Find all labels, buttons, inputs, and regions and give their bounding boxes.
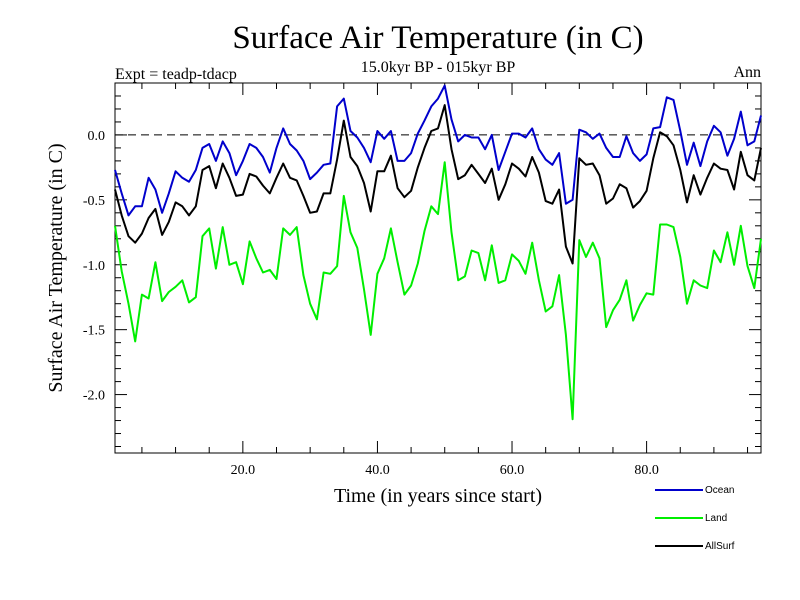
- season-label: Ann: [733, 64, 761, 81]
- series-layer: [114, 84, 762, 421]
- y-tick-label: -1.0: [83, 259, 105, 274]
- chart-title: Surface Air Temperature (in C): [232, 20, 643, 56]
- chart-subtitle: 15.0kyr BP - 015kyr BP: [361, 59, 516, 76]
- series-line-allsurf: [114, 104, 762, 265]
- y-tick-label: -2.0: [83, 389, 105, 404]
- y-axis: 0.0 -0.5 -1.0 -1.5 -2.0: [83, 95, 761, 448]
- legend-label-land: Land: [705, 513, 727, 524]
- legend-label-ocean: Ocean: [705, 485, 734, 496]
- x-tick-label: 20.0: [231, 463, 256, 478]
- series-line-ocean: [114, 84, 762, 217]
- y-axis-label: Surface Air Temperature (in C): [45, 143, 67, 392]
- x-tick-label: 60.0: [500, 463, 525, 478]
- legend-label-allsurf: AllSurf: [705, 541, 735, 552]
- x-tick-label: 40.0: [365, 463, 390, 478]
- experiment-label: Expt = teadp-tdacp: [115, 66, 237, 83]
- plot-frame: [114, 82, 762, 454]
- y-tick-label: -0.5: [83, 194, 105, 209]
- y-tick-label: 0.0: [88, 129, 106, 144]
- x-axis: 20.0 40.0 60.0 80.0: [141, 83, 749, 478]
- series-line-land: [114, 161, 762, 421]
- y-tick-label: -1.5: [83, 324, 105, 339]
- legend: Ocean Land AllSurf: [655, 485, 735, 552]
- x-axis-label: Time (in years since start): [334, 485, 542, 507]
- x-tick-label: 80.0: [634, 463, 659, 478]
